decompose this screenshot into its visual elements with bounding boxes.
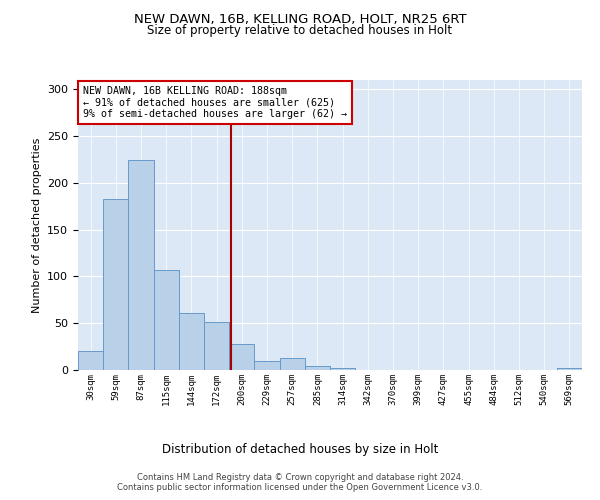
Text: Contains HM Land Registry data © Crown copyright and database right 2024.: Contains HM Land Registry data © Crown c… (137, 472, 463, 482)
Bar (280, 358, 305, 370)
Text: NEW DAWN, 16B KELLING ROAD: 188sqm
← 91% of detached houses are smaller (625)
9%: NEW DAWN, 16B KELLING ROAD: 188sqm ← 91%… (83, 86, 347, 119)
Text: NEW DAWN, 16B, KELLING ROAD, HOLT, NR25 6RT: NEW DAWN, 16B, KELLING ROAD, HOLT, NR25 … (134, 12, 466, 26)
Bar (128, 160, 154, 370)
Bar (557, 368, 582, 370)
Bar (305, 366, 330, 370)
Bar (330, 368, 355, 370)
Bar (179, 313, 204, 370)
Bar (103, 199, 128, 370)
Text: Distribution of detached houses by size in Holt: Distribution of detached houses by size … (162, 442, 438, 456)
Bar (229, 344, 254, 370)
Bar (204, 322, 229, 370)
Y-axis label: Number of detached properties: Number of detached properties (32, 138, 41, 312)
Bar (78, 352, 103, 370)
Text: Size of property relative to detached houses in Holt: Size of property relative to detached ho… (148, 24, 452, 37)
Bar (154, 270, 179, 370)
Text: Contains public sector information licensed under the Open Government Licence v3: Contains public sector information licen… (118, 484, 482, 492)
Bar (254, 360, 280, 370)
